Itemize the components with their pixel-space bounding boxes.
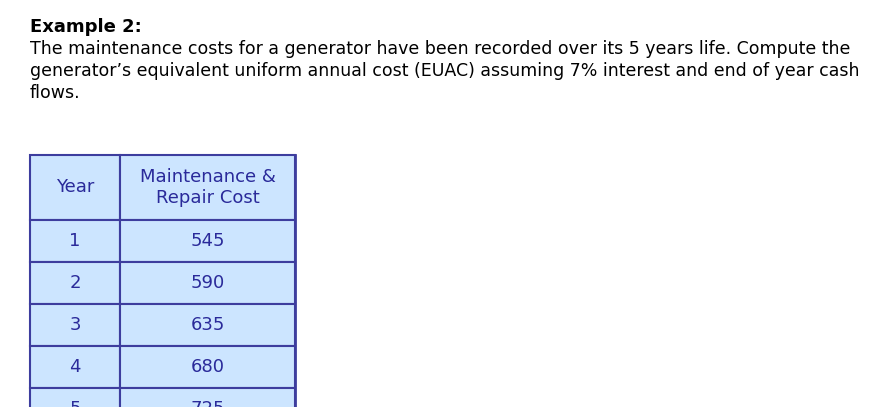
Bar (120, 155, 295, 220)
Bar (30, 220, 120, 262)
Text: 2: 2 (69, 274, 80, 292)
Text: 590: 590 (191, 274, 225, 292)
Text: 3: 3 (69, 316, 80, 334)
Text: flows.: flows. (30, 84, 80, 102)
Text: generator’s equivalent uniform annual cost (EUAC) assuming 7% interest and end o: generator’s equivalent uniform annual co… (30, 62, 859, 80)
Bar (30, 346, 120, 388)
Text: 5: 5 (69, 400, 80, 407)
Text: 635: 635 (191, 316, 225, 334)
Text: 4: 4 (69, 358, 80, 376)
Bar (120, 262, 295, 304)
Bar (30, 262, 120, 304)
Text: 545: 545 (190, 232, 225, 250)
Text: 1: 1 (69, 232, 80, 250)
Text: Example 2:: Example 2: (30, 18, 142, 36)
Bar (120, 220, 295, 262)
Bar (120, 304, 295, 346)
Text: 680: 680 (191, 358, 225, 376)
Text: 725: 725 (190, 400, 225, 407)
Bar (30, 155, 295, 407)
Bar (30, 304, 120, 346)
Bar (120, 346, 295, 388)
Text: Year: Year (56, 179, 94, 197)
Bar (30, 155, 120, 220)
Bar (30, 388, 120, 407)
Text: Maintenance &
Repair Cost: Maintenance & Repair Cost (140, 168, 276, 207)
Text: The maintenance costs for a generator have been recorded over its 5 years life. : The maintenance costs for a generator ha… (30, 40, 850, 58)
Bar (120, 388, 295, 407)
